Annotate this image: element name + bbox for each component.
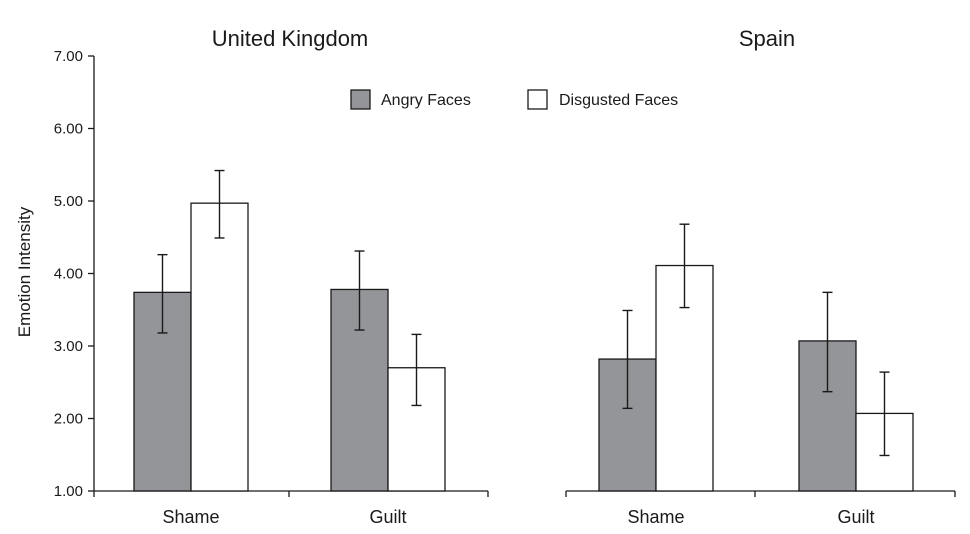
legend-label-angry: Angry Faces <box>381 92 471 109</box>
y-tick-label: 4.00 <box>54 266 83 283</box>
y-tick-label: 1.00 <box>54 483 83 500</box>
legend-swatch-angry <box>350 89 371 110</box>
y-tick-label: 5.00 <box>54 193 83 210</box>
legend: Angry Faces Disgusted Faces <box>350 89 678 110</box>
y-axis-label: Emotion Intensity <box>15 206 34 337</box>
y-tick-label: 3.00 <box>54 338 83 355</box>
y-tick-label: 2.00 <box>54 411 83 428</box>
panel-title-spain: Spain <box>739 26 795 51</box>
x-tick-label-spain: Shame <box>627 507 684 527</box>
bar-uk-shame-disgusted <box>190 202 249 492</box>
x-tick-label-spain: Guilt <box>837 507 874 527</box>
legend-label-disgusted: Disgusted Faces <box>559 92 678 109</box>
x-tick-label-uk: Guilt <box>369 507 406 527</box>
y-tick-label: 7.00 <box>54 48 83 65</box>
x-tick-label-uk: Shame <box>162 507 219 527</box>
panel-title-uk: United Kingdom <box>212 26 369 51</box>
legend-swatch-disgusted <box>527 89 548 110</box>
y-tick-label: 6.00 <box>54 121 83 138</box>
chart-marks: 1.00 2.00 3.00 4.00 5.00 6.00 7.00 Shame Guilt Sh… <box>54 48 956 527</box>
